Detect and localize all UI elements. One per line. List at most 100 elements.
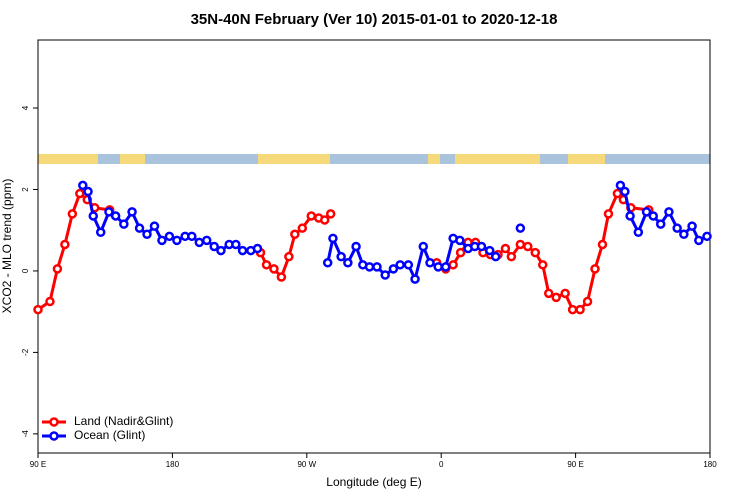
data-point [410,274,420,284]
data-point [261,260,272,270]
data-point [52,264,63,274]
data-point [380,270,390,280]
data-point [328,233,338,244]
data-point [231,239,241,250]
data-point [484,245,495,256]
data-point [679,229,689,240]
y-tick-label: -2 [21,348,30,356]
data-point [322,258,333,268]
data-point [490,251,501,262]
data-point [276,272,287,282]
data-point [567,304,578,315]
data-point [216,245,226,256]
data-point [655,219,666,229]
data-point [75,188,85,199]
land-ocean-strip [38,154,710,164]
data-point [455,235,465,246]
y-tick-label: 4 [21,105,30,110]
y-tick-label: 2 [21,187,30,192]
data-point [537,260,548,270]
data-point [306,211,317,221]
data-point [664,207,674,217]
data-point [67,209,78,219]
data-point [603,209,614,219]
data-point [336,251,346,262]
data-point [134,223,145,233]
data-point [194,237,205,248]
data-point [625,211,635,221]
plot-frame [37,39,711,454]
data-point [157,235,167,246]
data-point [269,264,279,274]
data-point [530,247,541,258]
data-point [319,215,330,225]
data-point [615,180,626,191]
data-point [290,229,300,240]
data-point [209,241,219,252]
data-point [506,251,517,262]
data-point [515,239,526,250]
data-point [403,260,414,270]
data-point [395,260,405,270]
data-point [633,227,644,237]
data-point [612,188,623,199]
x-tick-label: 180 [703,460,717,469]
y-tick-label: -4 [21,430,30,438]
x-tick-label: 180 [166,460,180,469]
data-point [201,235,212,246]
data-point [164,231,175,242]
data-point [425,258,435,268]
data-point [372,262,382,272]
x-tick-label: 90 W [297,460,316,469]
data-point [515,223,526,233]
data-point [351,241,361,252]
data-point [448,260,458,270]
data-point [648,211,659,221]
data-point [694,235,704,246]
data-point [455,247,466,258]
x-axis-label: Longitude (deg E) [326,475,421,489]
data-point [110,211,121,221]
data-point [672,223,682,233]
data-point [142,229,152,240]
data-point [543,288,554,299]
data-point [418,241,429,252]
data-point [687,221,697,231]
data-point [440,262,451,272]
data-point [78,180,88,191]
data-point [45,296,55,307]
data-point [597,239,608,250]
legend-marker [49,417,59,427]
y-axis-label: XCO2 - MLO trend (ppm) [0,179,14,314]
data-point [297,223,308,233]
data-point [33,304,43,315]
data-point [551,292,561,303]
data-point [325,209,336,219]
data-point [119,219,129,229]
data-point [149,221,160,231]
data-point [237,245,248,256]
data-point [60,239,70,250]
data-point [104,207,114,217]
x-tick-label: 0 [439,460,444,469]
data-point [252,243,263,254]
legend-marker [49,431,59,441]
x-tick-label: 90 E [30,460,46,469]
data-point [582,296,593,307]
data-point [364,262,375,272]
data-point [388,264,399,274]
data-point [284,251,294,262]
legend-label: Land (Nadir&Glint) [74,414,173,428]
data-point [172,235,182,246]
legend-label: Ocean (Glint) [74,428,145,442]
data-point [95,227,106,237]
data-point [590,264,600,274]
data-point [433,262,443,272]
data-point [702,231,712,242]
data-point [476,241,487,252]
data-point [83,186,93,197]
data-point [343,258,353,268]
data-point [575,304,585,315]
data-point [620,186,630,197]
